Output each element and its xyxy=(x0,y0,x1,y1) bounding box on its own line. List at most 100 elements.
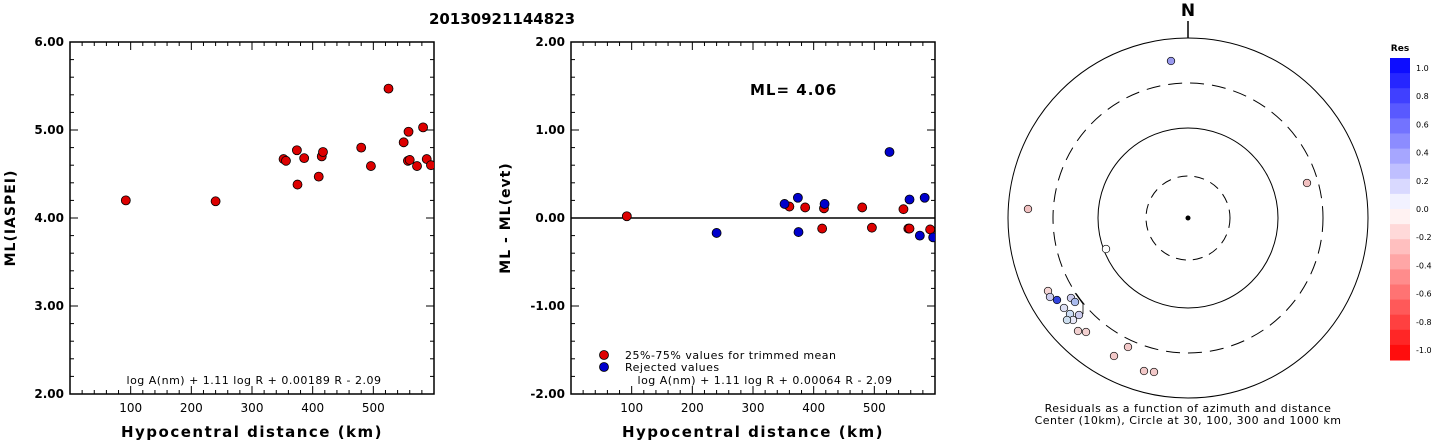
colorbar-label: 0.0 xyxy=(1416,205,1429,214)
panel1-formula: log A(nm) + 1.11 log R + 0.00189 R - 2.0… xyxy=(127,374,382,387)
colorbar-labels: 1.0 0.8 0.6 0.4 0.2 0.0 -0.2 -0.4 -0.6 -0.8 -1.0 xyxy=(1416,64,1432,355)
legend-rejected-label: Rejected values xyxy=(625,361,720,374)
panel1-points xyxy=(120,83,434,207)
data-point xyxy=(800,202,811,213)
colorbar-label: -0.6 xyxy=(1416,290,1432,299)
colorbar-cell xyxy=(1390,178,1410,195)
data-point xyxy=(793,227,804,237)
series-group xyxy=(120,83,434,207)
colorbar-cell xyxy=(1390,314,1410,331)
data-point xyxy=(857,202,868,213)
colorbar-cell xyxy=(1390,254,1410,270)
north-label: N xyxy=(1181,1,1195,21)
azimuth-distance-polar-plot: N Residua xyxy=(1007,1,1369,427)
residual-distance-panel: 100 200 300 400 500 -2.00 -1.00 0.00 1.00 2.00 ML… xyxy=(498,35,936,441)
colorbar-cell xyxy=(1390,269,1410,285)
colorbar-label: 0.4 xyxy=(1416,149,1429,158)
ring-100km xyxy=(1097,127,1279,309)
station-marker xyxy=(1062,315,1072,325)
colorbar-cell xyxy=(1390,193,1410,210)
station-marker xyxy=(1123,342,1133,352)
panel1-xlabel: Hypocentral distance (km) xyxy=(121,423,383,441)
y-tick-label: -1.00 xyxy=(530,299,565,313)
colorbar-cell xyxy=(1390,329,1410,346)
panel2-ylabel: ML - ML(evt) xyxy=(498,162,514,273)
x-tick-label: 200 xyxy=(180,401,203,415)
data-point xyxy=(356,142,367,153)
colorbar-label: 0.8 xyxy=(1416,92,1429,101)
x-tick-label: 500 xyxy=(362,401,385,415)
station-marker xyxy=(1109,351,1119,361)
y-tick-label: 0.00 xyxy=(535,211,565,225)
data-point xyxy=(318,147,328,157)
data-point xyxy=(299,153,310,164)
colorbar-label: -0.2 xyxy=(1416,233,1432,242)
station-marker xyxy=(1081,327,1091,337)
data-point xyxy=(779,199,790,209)
ring-1000km xyxy=(1007,37,1369,399)
y-tick-label: 3.00 xyxy=(34,299,64,313)
polar-caption-line1: Residuals as a function of azimuth and d… xyxy=(1045,402,1332,415)
magnitude-distance-panel: 100 200 300 400 500 2.00 3.00 4.00 5.00 6.00 Hypo… xyxy=(3,35,435,441)
y-tick-label: 5.00 xyxy=(34,123,64,137)
data-point xyxy=(418,122,428,133)
panel2-formula: log A(nm) + 1.11 log R + 0.00064 R - 2.0… xyxy=(638,374,893,387)
colorbar-label: 0.2 xyxy=(1416,177,1429,186)
data-point xyxy=(884,147,895,157)
x-tick-label: 100 xyxy=(620,401,643,415)
polar-caption-line2: Center (10km), Circle at 30, 100, 300 an… xyxy=(1035,414,1342,427)
colorbar-cell xyxy=(1390,88,1410,104)
colorbar-label: 0.6 xyxy=(1416,120,1429,129)
data-point xyxy=(819,199,830,209)
data-point xyxy=(792,192,803,203)
panel1-ylabel: ML(IASPEI) xyxy=(3,170,19,267)
ml-value-label: ML= 4.06 xyxy=(750,81,837,99)
data-point xyxy=(398,137,409,148)
data-point xyxy=(928,232,935,243)
colorbar-cell xyxy=(1390,224,1410,240)
data-point xyxy=(281,155,291,166)
x-tick-label: 400 xyxy=(802,401,825,415)
figure-title: 20130921144823 xyxy=(429,10,575,28)
x-tick-label: 300 xyxy=(742,401,765,415)
data-point xyxy=(210,196,221,207)
y-tick-label: 6.00 xyxy=(34,35,64,49)
y-tick-label: 4.00 xyxy=(34,211,64,225)
panel2-ticks: 100 200 300 400 500 -2.00 -1.00 0.00 1.00 2.00 xyxy=(530,35,935,415)
colorbar-cell xyxy=(1390,103,1410,119)
colorbar-cell xyxy=(1390,163,1410,180)
data-point xyxy=(412,161,422,171)
data-point xyxy=(621,211,632,222)
panel2-xlabel: Hypocentral distance (km) xyxy=(622,423,884,441)
panel2-points xyxy=(621,147,935,243)
panel1-ticks: 100 200 300 400 500 2.00 3.00 4.00 5.00 6.00 xyxy=(34,35,434,415)
y-tick-label: 2.00 xyxy=(535,35,565,49)
station-marker xyxy=(1052,295,1062,305)
colorbar-title: Res xyxy=(1391,44,1409,54)
colorbar-cell xyxy=(1390,299,1410,316)
data-point xyxy=(383,83,394,94)
colorbar-cell xyxy=(1390,148,1410,165)
colorbar-cell xyxy=(1390,118,1410,134)
station-marker xyxy=(1149,367,1159,377)
series-group xyxy=(621,147,935,243)
station-marker xyxy=(1023,204,1033,214)
legend-rejected-marker xyxy=(599,362,609,372)
colorbar-cell xyxy=(1390,344,1410,361)
colorbar-label: 1.0 xyxy=(1416,64,1429,73)
data-point xyxy=(403,126,414,137)
ring-30km xyxy=(1145,175,1231,261)
data-point xyxy=(904,223,915,234)
data-point xyxy=(711,228,722,238)
x-tick-label: 100 xyxy=(119,401,142,415)
data-point xyxy=(914,230,925,241)
data-point xyxy=(292,179,303,190)
data-point xyxy=(120,195,131,206)
station-marker xyxy=(1070,297,1080,307)
station-marker xyxy=(1166,56,1176,66)
colorbar-cell xyxy=(1390,58,1410,74)
y-tick-label: 1.00 xyxy=(535,123,565,137)
data-point xyxy=(404,155,415,165)
x-tick-label: 400 xyxy=(301,401,324,415)
